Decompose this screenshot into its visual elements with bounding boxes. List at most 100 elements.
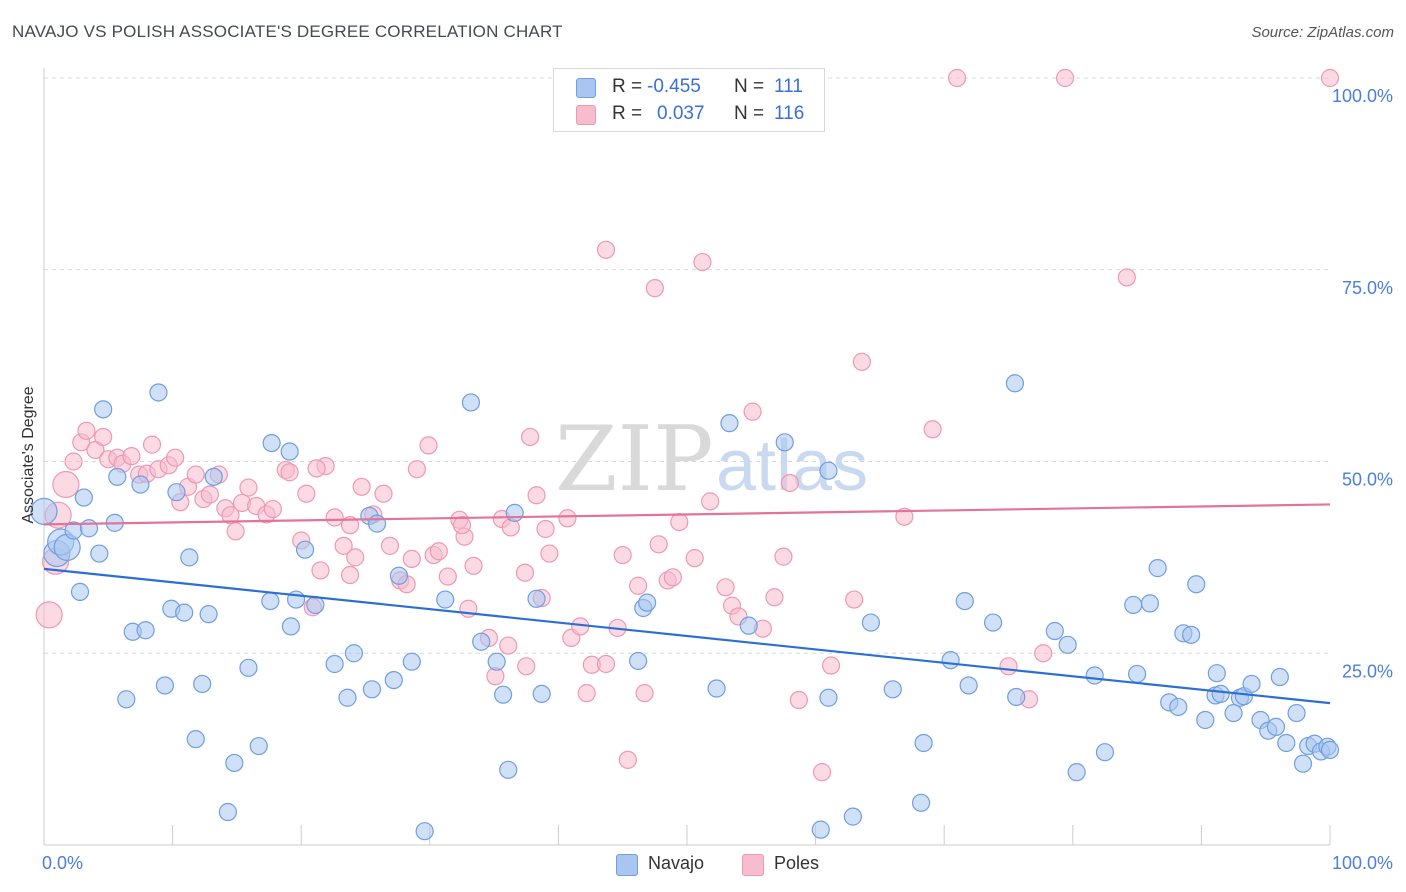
navajo-point [261,591,280,611]
navajo-point [941,651,960,670]
legend-poles-swatch [742,854,764,876]
poles-r-value: 0.037 [657,103,705,124]
poles-point [297,484,316,503]
poles-point [1117,268,1136,287]
poles-point [536,519,555,539]
poles-point [852,352,871,371]
source-label: Source: ZipAtlas.com [1251,24,1394,41]
grid-lines [44,77,1330,654]
navajo-point [362,680,382,699]
poles-point [629,576,648,595]
navajo-point [1270,667,1289,687]
navajo-point [249,736,268,756]
poles-point [999,657,1018,676]
poles-point [263,499,283,519]
poles-point [845,590,864,609]
navajo-point [505,503,524,522]
poles-point [464,556,483,575]
legend-poles-label: Poles [774,853,820,873]
poles-point [438,567,457,586]
navajo-point [325,654,344,674]
poles-point [577,684,596,703]
navajo-point [338,688,357,707]
poles-point [280,463,299,482]
y-axis-label: Associate's Degree [20,386,37,523]
poles-point [94,427,113,447]
navajo-point [79,519,99,538]
navajo-point [1095,743,1115,762]
poles-point [540,544,559,563]
navajo-point [819,461,838,480]
navajo-point [1085,666,1104,685]
poles-point [558,509,577,528]
navajo-point [819,688,838,707]
navajo-point [959,676,978,695]
poles-point [352,477,371,496]
navajo-point [262,433,281,453]
poles-point [1034,644,1053,663]
poles-point [596,240,616,259]
poles-point [812,763,832,782]
navajo-point [739,616,758,635]
navajo-r-value: -0.455 [647,76,701,97]
poles-swatch [576,105,596,125]
navajo-point [720,414,739,433]
navajo-point [415,822,434,841]
navajo-point [1196,710,1215,730]
navajo-point [186,730,205,749]
navajo-point [532,684,551,704]
navajo-point [389,566,409,585]
poles-point [52,470,80,499]
poles-point [701,492,720,511]
navajo-point [883,680,902,699]
poles-point [515,563,535,582]
navajo-point [436,590,455,609]
navajo-point [1277,733,1296,753]
poles-point [122,447,141,466]
navajo-point [149,383,168,402]
navajo-point [384,670,403,690]
poles-point [685,549,704,568]
poles-point [186,465,205,484]
navajo-point [94,400,113,419]
navajo-point [108,467,127,486]
navajo-point [167,483,186,502]
poles-point [340,516,360,535]
navajo-point [1320,740,1340,759]
navajo-r-label: R = [612,76,643,97]
poles-point [670,512,689,532]
navajo-point [70,582,90,601]
poles-point [380,536,400,555]
navajo-point [295,540,315,559]
navajo-point [367,514,387,533]
navajo-point [193,674,212,694]
navajo-point [117,690,136,709]
navajo-point [811,820,830,839]
poles-point [374,484,393,503]
poles-point [743,402,762,421]
navajo-point [527,589,546,608]
poles-point [613,545,632,565]
poles-point [789,690,808,710]
poles-point [77,421,96,440]
navajo-point [499,760,518,779]
poles-point [663,568,682,587]
navajo-point [218,802,237,822]
poles-point [307,459,326,478]
x-tick-label-min: 0.0% [42,853,83,873]
navajo-point [155,676,174,695]
trend-lines [43,503,1331,705]
navajo-point [180,548,199,567]
navajo-point [280,442,299,461]
navajo-point [472,632,491,651]
navajo-n-value: 111 [774,76,803,97]
navajo-point [1224,703,1243,723]
poles-point [521,427,540,447]
poles-point [1320,68,1340,88]
poles-point [325,508,344,527]
navajo-point [225,753,244,773]
navajo-point [914,733,933,753]
poles-point [517,657,536,676]
navajo-point [204,467,223,486]
navajo-point [306,595,325,615]
